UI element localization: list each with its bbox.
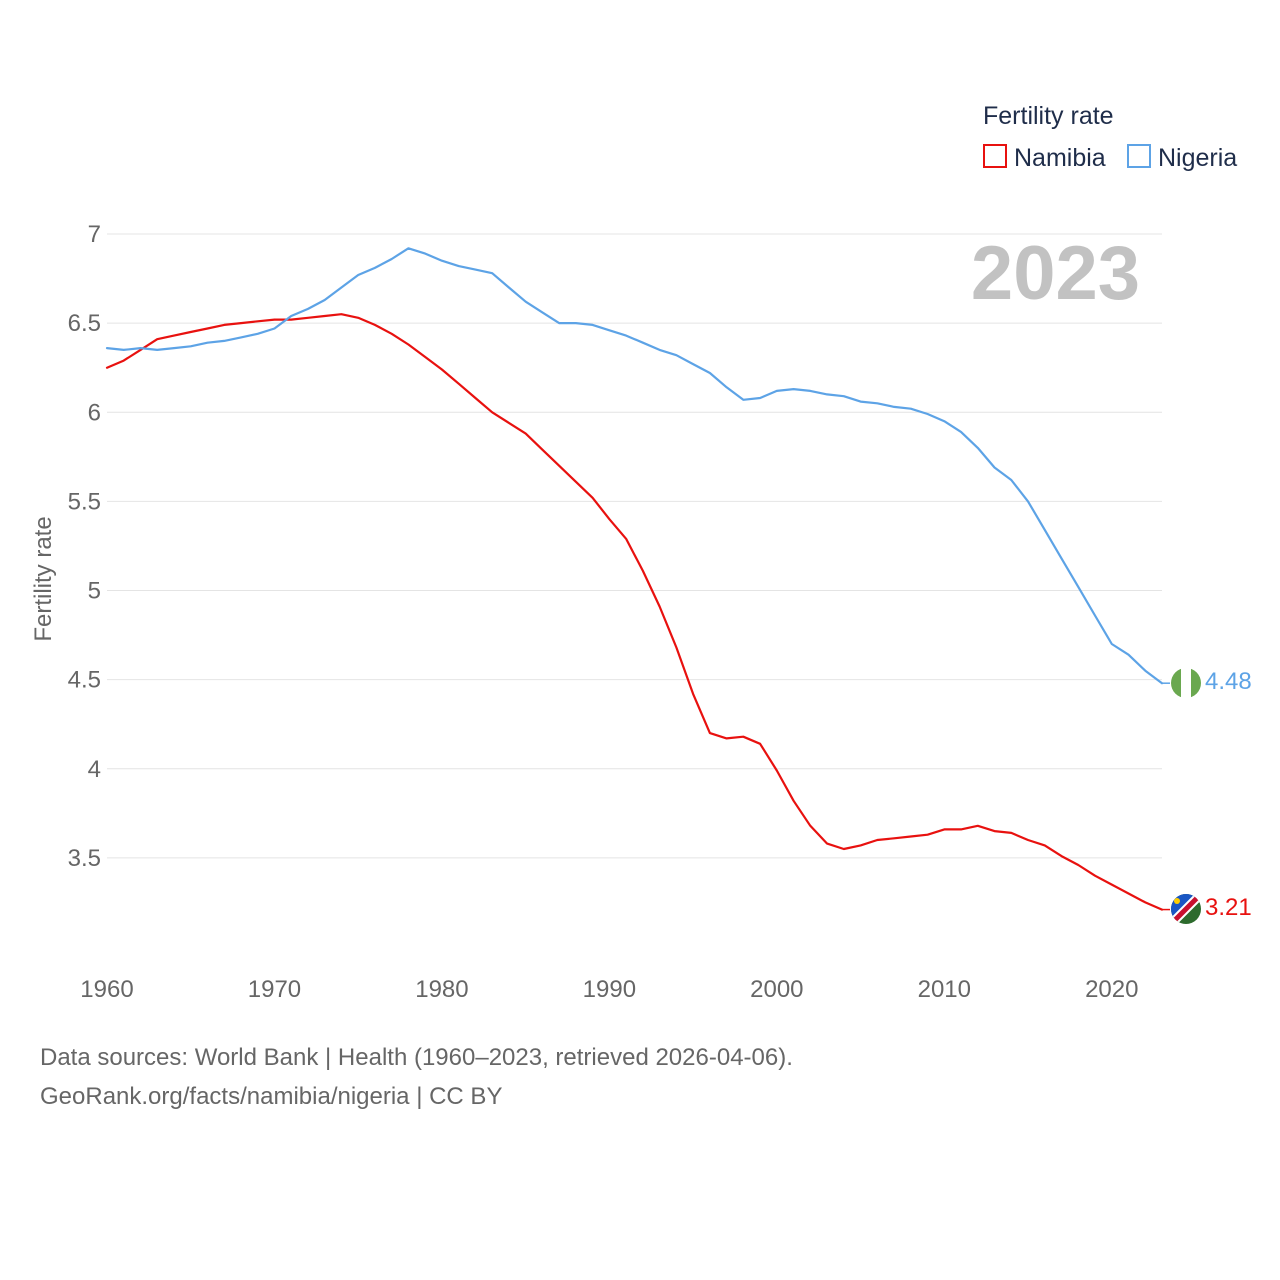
legend-item-nigeria[interactable]: Nigeria — [1127, 144, 1237, 172]
x-axis-ticks: 1960 1970 1980 1990 2000 2010 2020 — [80, 976, 1138, 1003]
legend-title: Fertility rate — [983, 102, 1114, 130]
y-tick-label: 4.5 — [68, 667, 101, 694]
y-axis-ticks: 7 6.5 6 5.5 5 4.5 4 3.5 — [68, 221, 101, 872]
legend-swatch-namibia — [983, 144, 1007, 168]
legend-item-namibia[interactable]: Namibia — [983, 144, 1106, 172]
x-tick-label: 1970 — [248, 976, 301, 1003]
series-lines — [105, 247, 1170, 911]
legend: Fertility rate Namibia Nigeria — [983, 102, 1237, 172]
end-label-namibia: 3.21 — [1205, 894, 1252, 921]
x-tick-label: 2000 — [750, 976, 803, 1003]
y-tick-label: 4 — [88, 756, 101, 783]
namibia-flag-icon — [1171, 894, 1201, 924]
y-tick-label: 6 — [88, 399, 101, 426]
y-axis-title: Fertility rate — [30, 516, 57, 641]
x-tick-label: 2020 — [1085, 976, 1138, 1003]
series-line-nigeria[interactable] — [105, 247, 1164, 685]
source-line-2: GeoRank.org/facts/namibia/nigeria | CC B… — [40, 1083, 503, 1110]
y-tick-label: 7 — [88, 221, 101, 248]
x-tick-label: 2010 — [918, 976, 971, 1003]
x-tick-label: 1990 — [583, 976, 636, 1003]
legend-label-namibia: Namibia — [1014, 144, 1106, 172]
grid-lines — [107, 233, 1162, 859]
x-tick-label: 1980 — [415, 976, 468, 1003]
y-tick-label: 5.5 — [68, 488, 101, 515]
y-tick-label: 6.5 — [68, 310, 101, 337]
y-tick-label: 3.5 — [68, 845, 101, 872]
series-line-namibia[interactable] — [105, 313, 1164, 911]
source-line-1: Data sources: World Bank | Health (1960–… — [40, 1044, 793, 1071]
end-label-nigeria: 4.48 — [1205, 668, 1252, 695]
legend-swatch-nigeria — [1127, 144, 1151, 168]
year-label: 2023 — [971, 231, 1140, 316]
legend-label-nigeria: Nigeria — [1158, 144, 1237, 172]
nigeria-flag-icon — [1171, 668, 1201, 698]
y-tick-label: 5 — [88, 578, 101, 605]
x-tick-label: 1960 — [80, 976, 133, 1003]
